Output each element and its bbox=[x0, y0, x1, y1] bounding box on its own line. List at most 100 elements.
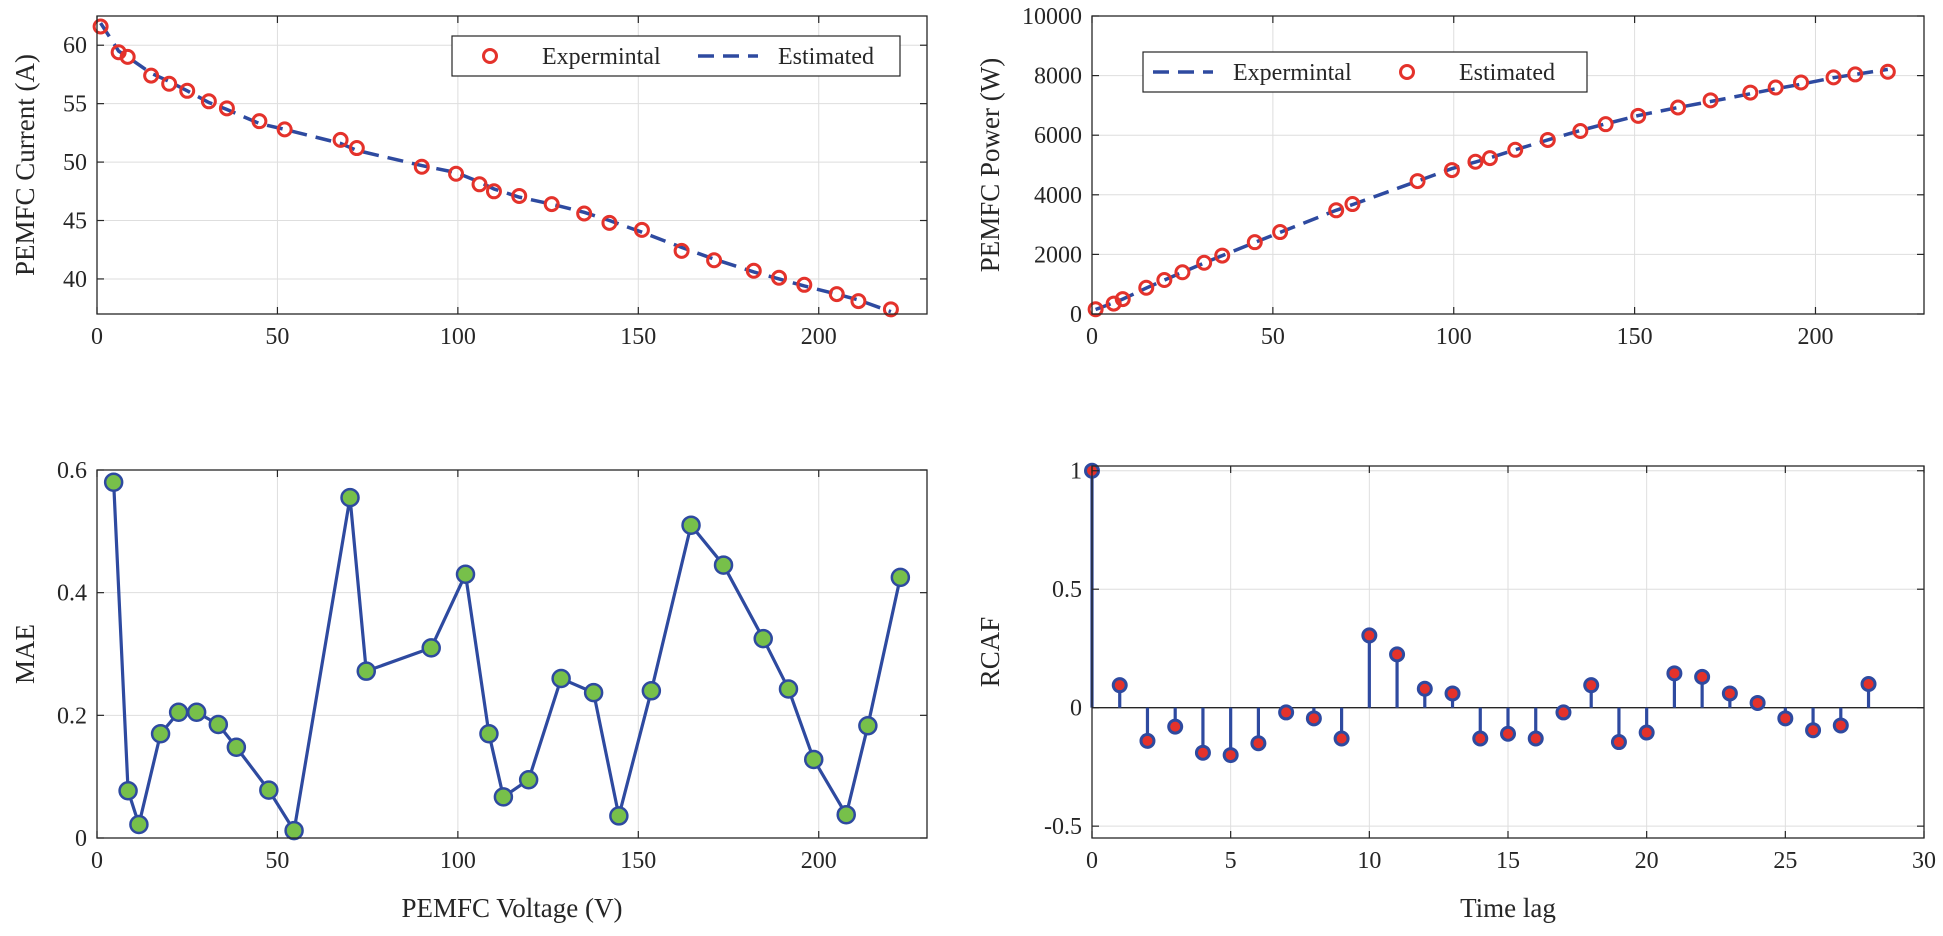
x-tick-label: 50 bbox=[265, 324, 289, 350]
x-axis-title: PEMFC Voltage (V) bbox=[401, 893, 622, 923]
data-marker bbox=[1328, 202, 1345, 219]
y-axis-title: MAE bbox=[10, 624, 40, 684]
data-marker bbox=[1174, 264, 1191, 281]
y-axis-title: PEMFC Power (W) bbox=[975, 58, 1005, 273]
data-marker bbox=[1767, 79, 1784, 96]
x-tick-label: 150 bbox=[620, 848, 656, 874]
mae-point bbox=[713, 555, 734, 575]
stem-marker bbox=[1167, 718, 1184, 735]
legend-label: Expermintal bbox=[542, 44, 661, 70]
data-marker bbox=[1670, 99, 1687, 116]
y-tick-label: 50 bbox=[63, 150, 87, 176]
mae-point bbox=[479, 723, 499, 744]
x-tick-label: 0 bbox=[1086, 324, 1098, 350]
mae-point bbox=[551, 668, 571, 689]
mae-point bbox=[284, 820, 304, 841]
data-marker bbox=[543, 196, 560, 213]
stem-marker bbox=[1389, 646, 1406, 663]
stem-marker bbox=[1860, 675, 1877, 692]
y-tick-label: 2000 bbox=[1034, 242, 1082, 268]
y-tick-label: 0 bbox=[75, 826, 87, 852]
axes-box bbox=[96, 15, 928, 315]
data-marker bbox=[1443, 162, 1460, 179]
legend-box bbox=[1142, 51, 1588, 93]
x-tick-label: 150 bbox=[1617, 324, 1653, 350]
ticks: 0 5 10 15 20 25 30-0.500.51 bbox=[1044, 459, 1936, 874]
stem-marker bbox=[1555, 704, 1572, 721]
data-marker bbox=[1597, 116, 1614, 133]
stem-marker bbox=[1805, 722, 1822, 739]
data-marker bbox=[348, 140, 365, 157]
mae-point bbox=[455, 564, 476, 585]
mae-point bbox=[778, 679, 799, 699]
stem-marker bbox=[1500, 725, 1516, 742]
mae-point bbox=[858, 716, 878, 736]
data-series bbox=[92, 18, 899, 318]
mae-point bbox=[493, 787, 514, 807]
stem-marker bbox=[1194, 744, 1211, 761]
data-marker bbox=[1196, 254, 1213, 271]
stem-marker bbox=[1139, 732, 1156, 749]
mae-point bbox=[118, 781, 138, 801]
current-chart-panel: 0 50 100 150 200 40 45 50 55 60 PEMFC Current (A) E… bbox=[10, 15, 928, 350]
data-marker bbox=[828, 286, 845, 303]
legend-marker-circle bbox=[482, 48, 498, 64]
y-tick-label: 0 bbox=[1070, 696, 1082, 722]
y-tick-label: 0.6 bbox=[57, 458, 87, 484]
data-marker bbox=[1539, 131, 1556, 148]
data-marker bbox=[511, 187, 528, 204]
x-tick-label: 20 bbox=[1635, 848, 1659, 874]
mae-point bbox=[103, 472, 124, 493]
x-tick-label: 50 bbox=[1261, 324, 1285, 350]
data-marker bbox=[1793, 74, 1810, 91]
data-marker bbox=[673, 242, 690, 259]
power-chart-panel: 0 50 100 150 2000200040006000800010000PEMFC … bbox=[975, 4, 1925, 350]
y-tick-label: 60 bbox=[63, 33, 87, 59]
data-marker bbox=[1572, 123, 1589, 140]
data-marker bbox=[576, 205, 593, 222]
data-marker bbox=[143, 67, 160, 84]
mae-point bbox=[150, 723, 171, 744]
stem-marker bbox=[1444, 685, 1461, 702]
data-marker bbox=[92, 18, 109, 35]
stem-marker bbox=[1305, 710, 1322, 727]
axes-box bbox=[96, 469, 928, 839]
data-marker bbox=[882, 301, 899, 318]
data-marker bbox=[1246, 234, 1263, 251]
mae-point bbox=[609, 806, 629, 826]
data-marker bbox=[633, 221, 650, 238]
x-axis-title: Time lag bbox=[1460, 893, 1556, 923]
y-tick-label: 45 bbox=[63, 209, 87, 235]
y-tick-label: 1 bbox=[1070, 459, 1082, 485]
x-tick-label: 200 bbox=[801, 848, 837, 874]
mae-point bbox=[641, 681, 662, 701]
y-tick-label: 6000 bbox=[1034, 123, 1082, 149]
y-axis-title: RCAF bbox=[975, 617, 1005, 688]
x-tick-label: 100 bbox=[440, 324, 476, 350]
data-marker bbox=[1742, 84, 1759, 101]
stem-marker bbox=[1250, 735, 1267, 752]
legend-marker-circle bbox=[1399, 64, 1415, 80]
mae-point bbox=[129, 814, 149, 835]
data-marker bbox=[1087, 301, 1104, 318]
axes-box bbox=[1091, 15, 1925, 315]
y-tick-label: 55 bbox=[63, 92, 87, 118]
data-marker bbox=[1702, 92, 1719, 109]
data-marker bbox=[200, 93, 217, 110]
stem-marker bbox=[1416, 680, 1433, 697]
ticks: 0 50 100 150 200 40 45 50 55 60 bbox=[63, 16, 927, 350]
ticks: 0 50 100 150 200 0 0.2 0.4 0.6 bbox=[57, 458, 927, 874]
y-tick-label: 0.5 bbox=[1052, 577, 1082, 603]
data-marker bbox=[471, 176, 488, 193]
stem-marker bbox=[1694, 668, 1711, 685]
mae-point bbox=[226, 737, 247, 757]
y-tick-label: 8000 bbox=[1034, 64, 1082, 90]
x-tick-label: 25 bbox=[1773, 848, 1797, 874]
mae-point bbox=[168, 702, 189, 723]
data-marker bbox=[706, 252, 723, 269]
x-tick-label: 15 bbox=[1496, 848, 1520, 874]
stem-marker bbox=[1666, 665, 1683, 682]
